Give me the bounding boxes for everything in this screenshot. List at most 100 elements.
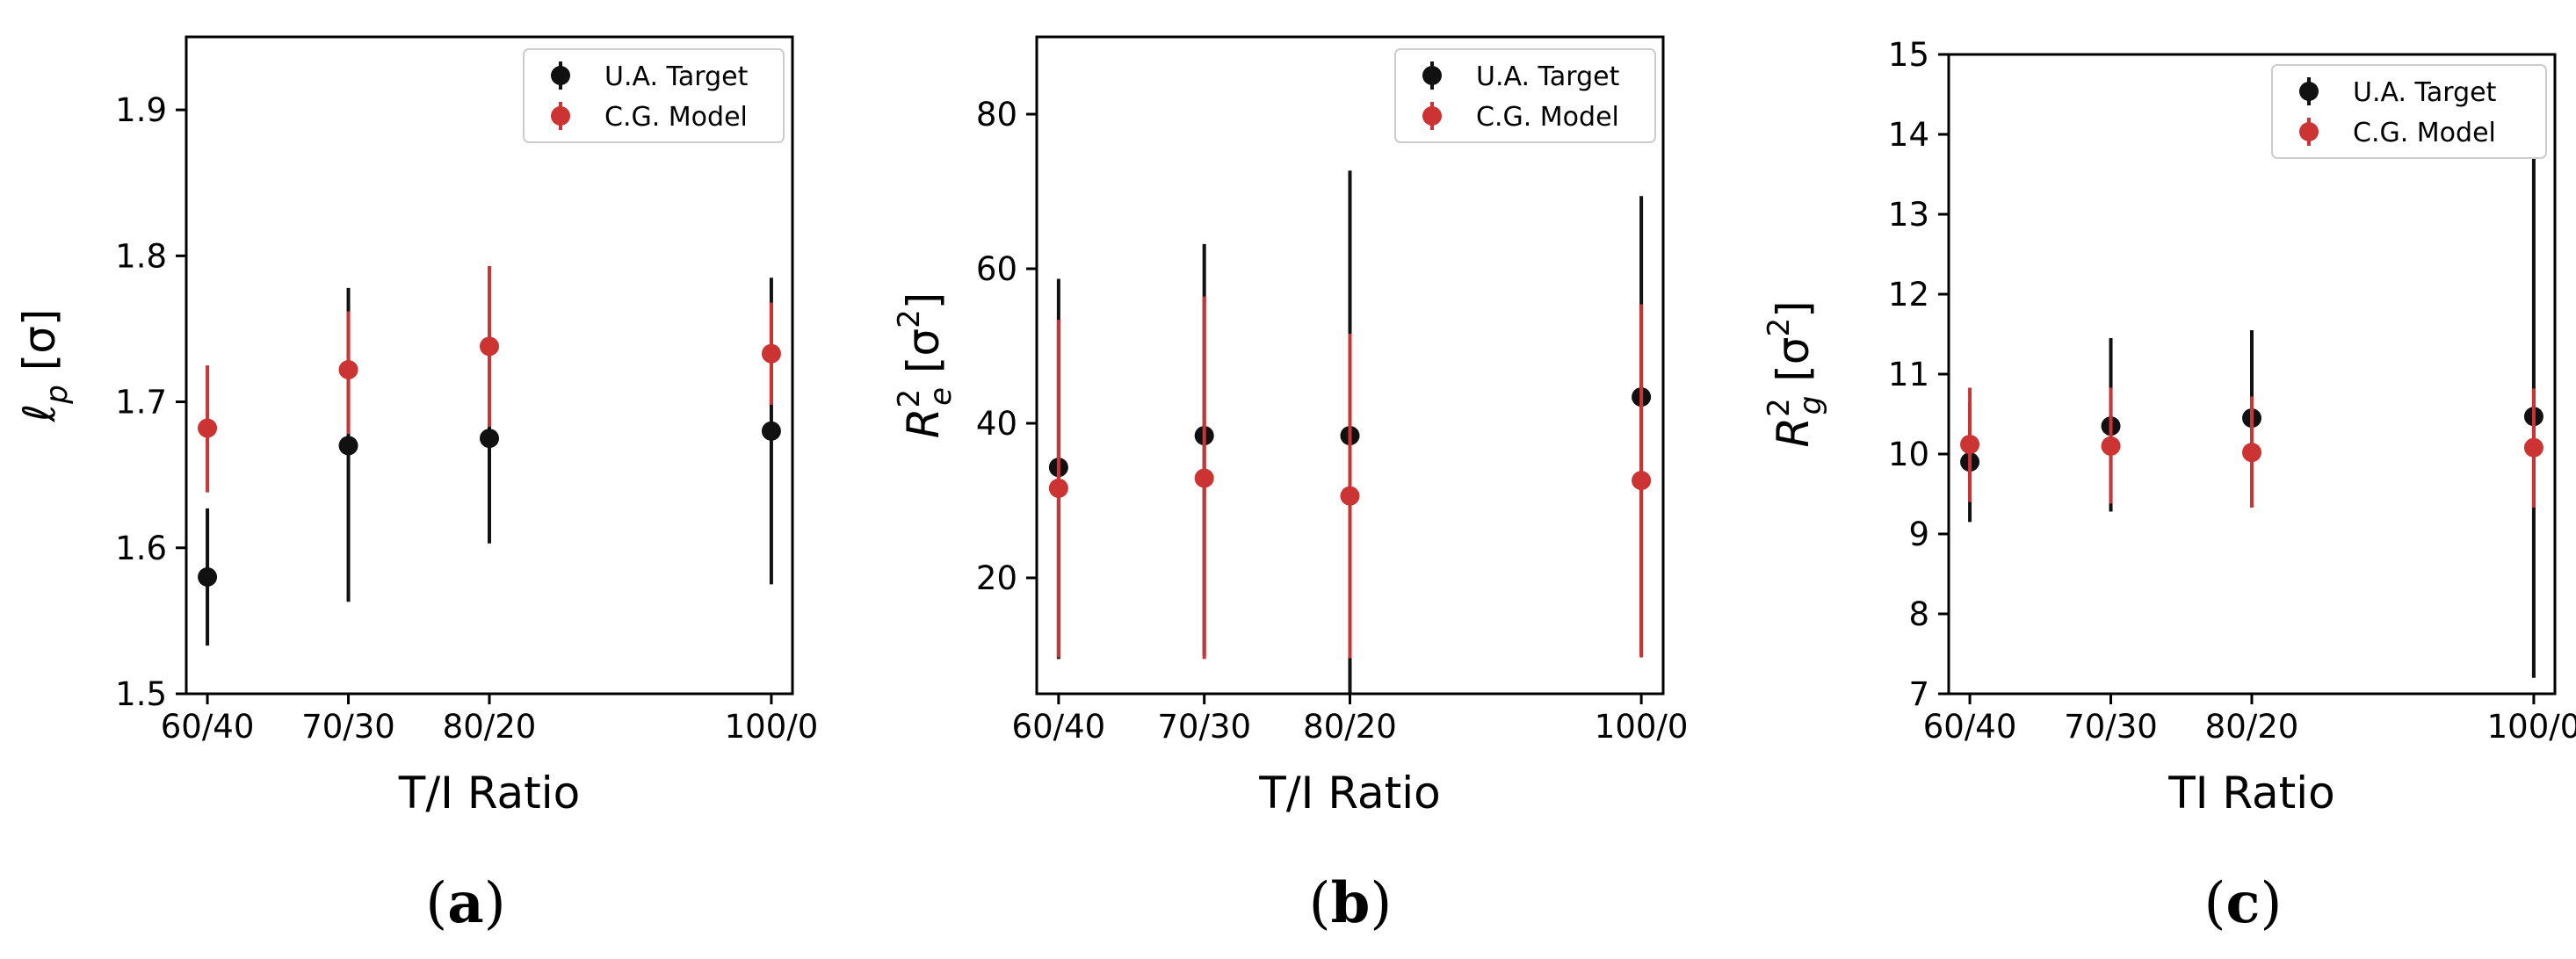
y-tick-label: 60 — [976, 250, 1017, 288]
x-tick-label: 80/20 — [443, 708, 537, 746]
legend: U.A. Target C.G. Model — [523, 48, 785, 143]
y-tick-label: 8 — [1908, 595, 1929, 633]
x-tick-label: 60/40 — [1923, 708, 2017, 746]
y-axis-symbol: R — [898, 408, 949, 439]
legend-marker — [2299, 122, 2319, 141]
data-point-target — [338, 436, 358, 456]
legend-marker — [1422, 66, 1442, 85]
x-tick-label: 60/40 — [1012, 708, 1106, 746]
x-tick-label: 70/30 — [2064, 708, 2158, 746]
plot-frame — [1947, 53, 2557, 696]
data-point-model — [480, 336, 499, 357]
legend: U.A. Target C.G. Model — [1394, 48, 1656, 143]
data-point-model — [1632, 471, 1652, 491]
legend: U.A. Target C.G. Model — [2271, 64, 2547, 159]
y-axis-symbol: ℓ — [14, 404, 65, 423]
x-tick-label: 60/40 — [161, 708, 255, 746]
legend-label: U.A. Target — [604, 61, 749, 92]
legend-label: C.G. Model — [2353, 118, 2496, 148]
panel-label-paren: ( — [1309, 871, 1331, 936]
y-axis-superscript: 2 — [892, 389, 927, 408]
y-tick-label: 20 — [976, 559, 1017, 597]
y-tick-label: 9 — [1908, 516, 1929, 553]
y-axis-superscript: 2 — [1762, 398, 1797, 417]
y-tick-label: 12 — [1888, 276, 1929, 314]
panel-label: (c) — [2204, 870, 2283, 936]
legend-box — [1394, 48, 1656, 143]
y-tick-label: 15 — [1888, 36, 1929, 74]
legend-box — [523, 48, 785, 143]
x-axis-label: T/I Ratio — [398, 768, 580, 818]
x-tick-label: 100/0 — [725, 708, 819, 746]
legend-marker — [1422, 106, 1442, 126]
y-axis-unit-superscript: 2 — [892, 309, 927, 328]
panel-label-paren: ) — [2260, 871, 2282, 936]
data-point-model — [1048, 478, 1068, 498]
panel-label-letter: b — [1331, 870, 1371, 936]
y-tick-label: 10 — [1888, 436, 1929, 473]
data-point-model — [1340, 486, 1360, 506]
y-tick-label: 1.6 — [115, 530, 167, 567]
y-axis-subscript: p — [40, 385, 75, 405]
y-axis-unit-close: ] — [1768, 300, 1819, 318]
x-tick-label: 100/0 — [2487, 708, 2576, 746]
y-axis-unit: [σ — [1768, 337, 1819, 396]
x-axis-label: T/I Ratio — [1258, 768, 1440, 818]
legend-label: C.G. Model — [1476, 102, 1619, 133]
legend-marker — [551, 106, 570, 126]
panel-label-letter: c — [2226, 870, 2261, 936]
y-axis-unit-superscript: 2 — [1762, 318, 1797, 337]
panel-label-paren: ) — [484, 871, 506, 936]
legend-marker — [551, 66, 570, 85]
panel-c: 7 8 9 10 11 12 13 14 15 60/40 70/30 80/20 100/0 U.A. … — [1762, 36, 2576, 936]
data-point-target — [761, 421, 781, 441]
plot-frame — [1035, 35, 1665, 696]
data-point-model — [1194, 468, 1214, 488]
data-point-model — [198, 418, 218, 438]
y-axis-unit: [σ] — [14, 309, 65, 386]
data-point-model — [761, 343, 781, 364]
y-tick-label: 14 — [1888, 116, 1929, 154]
y-axis-label: R2e [σ2] — [892, 292, 959, 439]
data-point-target — [480, 429, 499, 449]
panel-b: 20 40 60 80 60/40 70/30 80/20 100/0 U.A. Target C… — [892, 35, 1689, 936]
panel-label-paren: ( — [425, 871, 447, 936]
y-tick-label: 80 — [976, 96, 1017, 133]
x-tick-label: 80/20 — [1303, 708, 1397, 746]
y-tick-label: 13 — [1888, 196, 1929, 234]
y-axis-unit: [σ — [898, 328, 949, 387]
x-tick-label: 70/30 — [1157, 708, 1251, 746]
x-tick-label: 80/20 — [2205, 708, 2299, 746]
y-axis-symbol: R — [1768, 417, 1819, 448]
legend-box — [2271, 64, 2547, 159]
y-tick-label: 1.7 — [115, 384, 167, 422]
y-tick-label: 40 — [976, 405, 1017, 443]
panel-label-paren: ( — [2204, 871, 2226, 936]
x-tick-label: 100/0 — [1595, 708, 1689, 746]
y-tick-label: 1.8 — [115, 237, 167, 275]
y-tick-label: 1.5 — [115, 675, 167, 713]
panel-a: 1.5 1.6 1.7 1.8 1.9 60/40 70/30 80/20 100/0 U.A. … — [14, 35, 819, 936]
legend-label: U.A. Target — [1476, 61, 1620, 92]
x-axis-label: TI Ratio — [2167, 768, 2335, 818]
data-point-model — [1960, 435, 1980, 455]
y-tick-label: 11 — [1888, 356, 1929, 393]
panel-label-paren: ) — [1370, 871, 1392, 936]
y-axis-label: R2g [σ2] — [1762, 300, 1828, 447]
plot-frame — [185, 35, 794, 696]
y-axis-label: ℓp [σ] — [14, 309, 75, 423]
legend-marker — [2299, 82, 2319, 101]
legend-label: C.G. Model — [604, 102, 748, 133]
panel-label: (a) — [425, 870, 505, 936]
data-point-model — [2523, 437, 2543, 458]
panel-label: (b) — [1309, 870, 1393, 936]
x-tick-label: 70/30 — [301, 708, 395, 746]
y-axis-subscript: e — [923, 387, 959, 406]
y-axis-unit-close: ] — [898, 292, 949, 310]
data-point-model — [2101, 436, 2121, 456]
data-point-target — [198, 567, 218, 588]
legend-label: U.A. Target — [2353, 77, 2497, 108]
panel-label-letter: a — [447, 870, 483, 936]
y-tick-label: 1.9 — [115, 91, 167, 129]
